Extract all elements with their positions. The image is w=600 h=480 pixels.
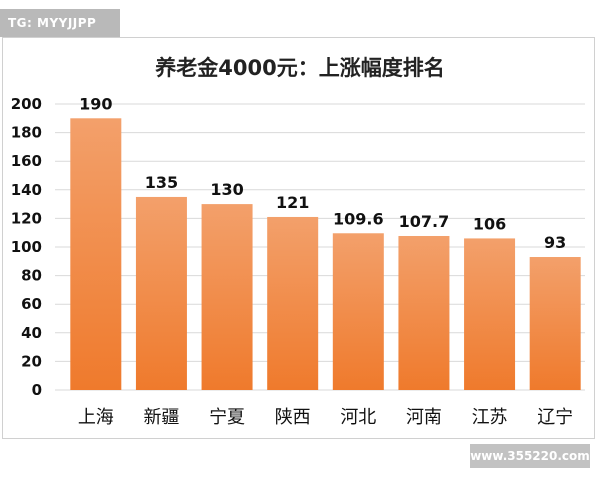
category-label: 新疆: [143, 407, 179, 428]
data-label: 93: [544, 233, 566, 252]
y-tick-label: 200: [11, 95, 42, 113]
labels: 0 20 40 60 80 100 120 140 160 180 200 190 上海 135 新疆 130…: [11, 94, 574, 428]
y-tick-label: 120: [11, 209, 42, 227]
bar: [464, 238, 516, 390]
data-label: 106: [473, 214, 506, 233]
category-label: 辽宁: [537, 407, 573, 428]
category-label: 河南: [406, 407, 442, 428]
bar: [70, 118, 122, 391]
bar: [201, 204, 253, 390]
category-label: 河北: [340, 407, 376, 428]
category-label: 陕西: [275, 407, 311, 428]
category-label: 江苏: [472, 407, 508, 428]
bar: [267, 216, 319, 390]
category-label: 上海: [78, 407, 114, 428]
bars: [70, 118, 581, 391]
data-label: 109.6: [333, 209, 384, 228]
data-label: 190: [79, 94, 112, 113]
y-tick-label: 160: [11, 152, 42, 170]
data-label: 121: [276, 193, 309, 212]
data-label: 107.7: [399, 212, 450, 231]
bar: [332, 233, 384, 390]
y-tick-label: 60: [21, 295, 42, 313]
category-label: 宁夏: [209, 407, 245, 428]
watermark: www.355220.com: [470, 444, 590, 468]
data-label: 130: [210, 180, 243, 199]
bar: [135, 196, 187, 390]
y-tick-label: 100: [11, 238, 42, 256]
y-tick-label: 180: [11, 124, 42, 142]
tg-badge: TG: MYYJJPP: [0, 9, 120, 37]
data-label: 135: [145, 173, 178, 192]
bar: [529, 257, 581, 390]
y-tick-label: 40: [21, 324, 42, 342]
y-tick-label: 80: [21, 267, 42, 285]
bar: [398, 235, 450, 390]
chart-title: 养老金4000元：上涨幅度排名: [155, 56, 445, 80]
y-tick-label: 0: [32, 381, 42, 399]
y-tick-label: 20: [21, 352, 42, 370]
y-tick-label: 140: [11, 181, 42, 199]
